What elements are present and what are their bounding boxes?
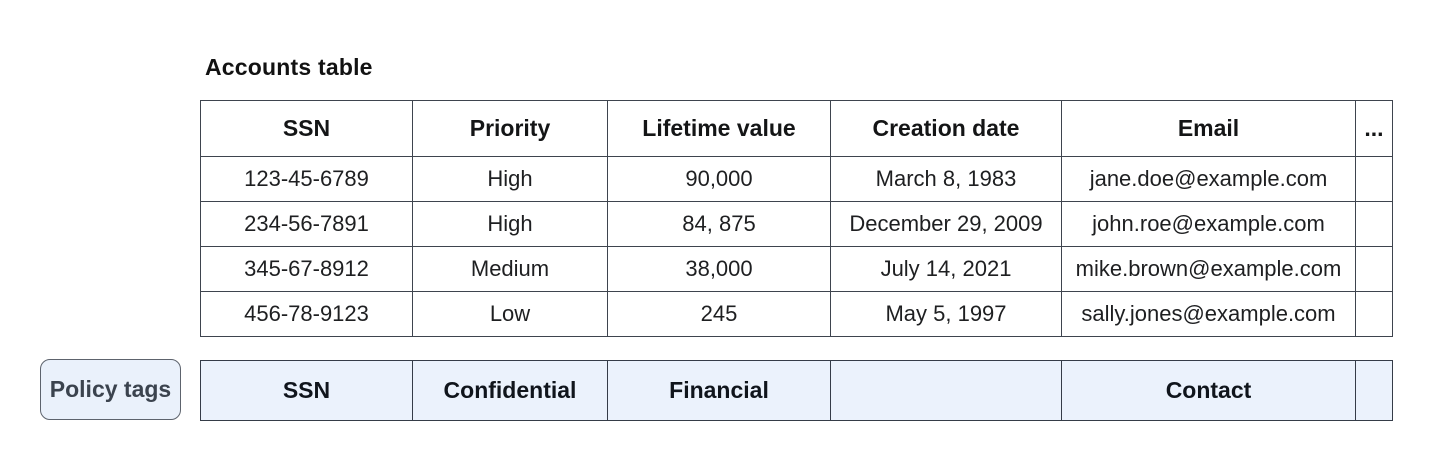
column-header-lifetime-value: Lifetime value <box>607 100 831 157</box>
cell-creation-date: December 29, 2009 <box>830 201 1062 247</box>
accounts-table: SSN Priority Lifetime value Creation dat… <box>200 100 1393 337</box>
cell-creation-date: March 8, 1983 <box>830 156 1062 202</box>
table-row: 345-67-8912 Medium 38,000 July 14, 2021 … <box>200 246 1393 292</box>
table-row: 456-78-9123 Low 245 May 5, 1997 sally.jo… <box>200 291 1393 337</box>
cell-ssn: 456-78-9123 <box>200 291 413 337</box>
cell-lifetime-value: 245 <box>607 291 831 337</box>
cell-email: sally.jones@example.com <box>1061 291 1356 337</box>
column-header-priority: Priority <box>412 100 608 157</box>
policy-tags-button-label: Policy tags <box>49 376 172 402</box>
cell-priority: Medium <box>412 246 608 292</box>
policy-tags-row: SSN Confidential Financial Contact <box>200 360 1393 421</box>
policy-tag-contact[interactable]: Contact <box>1061 360 1356 421</box>
cell-creation-date: July 14, 2021 <box>830 246 1062 292</box>
cell-priority: High <box>412 156 608 202</box>
cell-ssn: 123-45-6789 <box>200 156 413 202</box>
cell-email: mike.brown@example.com <box>1061 246 1356 292</box>
header-row: SSN Priority Lifetime value Creation dat… <box>200 100 1393 157</box>
column-header-more: ... <box>1355 100 1393 157</box>
policy-tag-empty-creation-date <box>830 360 1062 421</box>
cell-lifetime-value: 38,000 <box>607 246 831 292</box>
cell-lifetime-value: 90,000 <box>607 156 831 202</box>
cell-more <box>1355 291 1393 337</box>
policy-tags-button[interactable]: Policy tags <box>40 359 181 420</box>
policy-tag-confidential[interactable]: Confidential <box>412 360 608 421</box>
cell-more <box>1355 156 1393 202</box>
cell-lifetime-value: 84, 875 <box>607 201 831 247</box>
column-header-ssn: SSN <box>200 100 413 157</box>
table-row: 234-56-7891 High 84, 875 December 29, 20… <box>200 201 1393 247</box>
table-title: Accounts table <box>205 54 373 80</box>
cell-ssn: 234-56-7891 <box>200 201 413 247</box>
cell-more <box>1355 246 1393 292</box>
cell-creation-date: May 5, 1997 <box>830 291 1062 337</box>
policy-tag-ssn[interactable]: SSN <box>200 360 413 421</box>
cell-priority: Low <box>412 291 608 337</box>
cell-email: jane.doe@example.com <box>1061 156 1356 202</box>
column-header-email: Email <box>1061 100 1356 157</box>
cell-ssn: 345-67-8912 <box>200 246 413 292</box>
table-row: 123-45-6789 High 90,000 March 8, 1983 ja… <box>200 156 1393 202</box>
cell-priority: High <box>412 201 608 247</box>
policy-tag-financial[interactable]: Financial <box>607 360 831 421</box>
cell-more <box>1355 201 1393 247</box>
policy-tag-empty-more <box>1355 360 1393 421</box>
column-header-creation-date: Creation date <box>830 100 1062 157</box>
cell-email: john.roe@example.com <box>1061 201 1356 247</box>
policy-tag-cells: SSN Confidential Financial Contact <box>200 360 1393 421</box>
